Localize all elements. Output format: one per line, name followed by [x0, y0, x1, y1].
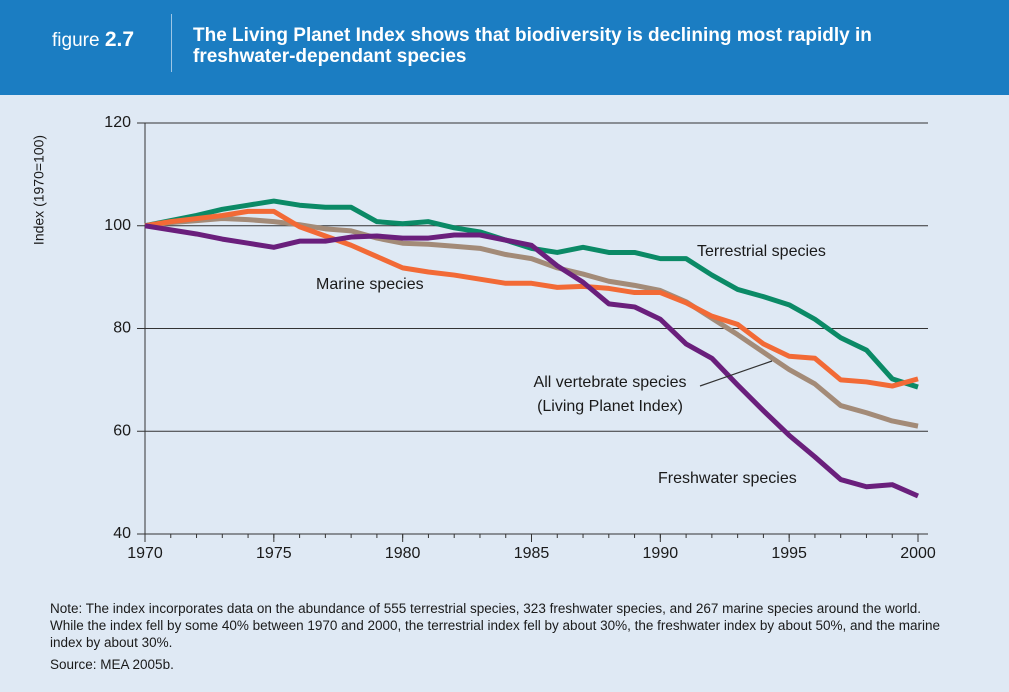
- series-label: Marine species: [316, 276, 424, 293]
- series-label: All vertebrate species (Living Planet In…: [533, 374, 687, 415]
- series-line: [144, 216, 919, 429]
- series-line: [144, 208, 919, 389]
- y-tick-label: 60: [113, 422, 131, 439]
- chart-title: The Living Planet Index shows that biodi…: [193, 25, 872, 67]
- x-tick-label: 1970: [127, 545, 163, 562]
- x-tick-label: 2000: [900, 545, 936, 562]
- series-label: Freshwater species: [658, 470, 797, 487]
- y-tick-label: 100: [104, 217, 131, 234]
- x-tick-label: 1995: [771, 545, 807, 562]
- x-tick-label: 1980: [385, 545, 421, 562]
- y-axis-label: Index (1970=100): [31, 135, 47, 245]
- y-tick-label: 120: [104, 114, 131, 131]
- figure-word: figure: [52, 30, 100, 51]
- source: Source: MEA 2005b.: [50, 657, 174, 672]
- y-tick-label: 80: [113, 320, 131, 337]
- x-tick-label: 1990: [643, 545, 679, 562]
- series-label: Terrestrial species: [697, 243, 826, 260]
- x-tick-label: 1975: [256, 545, 292, 562]
- figure-number: 2.7: [104, 28, 135, 51]
- separator: [171, 14, 172, 72]
- y-tick-label: 40: [113, 525, 131, 542]
- series-line: [144, 223, 920, 499]
- leader-line: [699, 360, 773, 387]
- header: figure 2.7 The Living Planet Index shows…: [0, 0, 1009, 95]
- figure-label: figure 2.7: [52, 28, 134, 52]
- x-tick-label: 1985: [514, 545, 550, 562]
- notes: Note: The index incorporates data on the…: [50, 601, 941, 650]
